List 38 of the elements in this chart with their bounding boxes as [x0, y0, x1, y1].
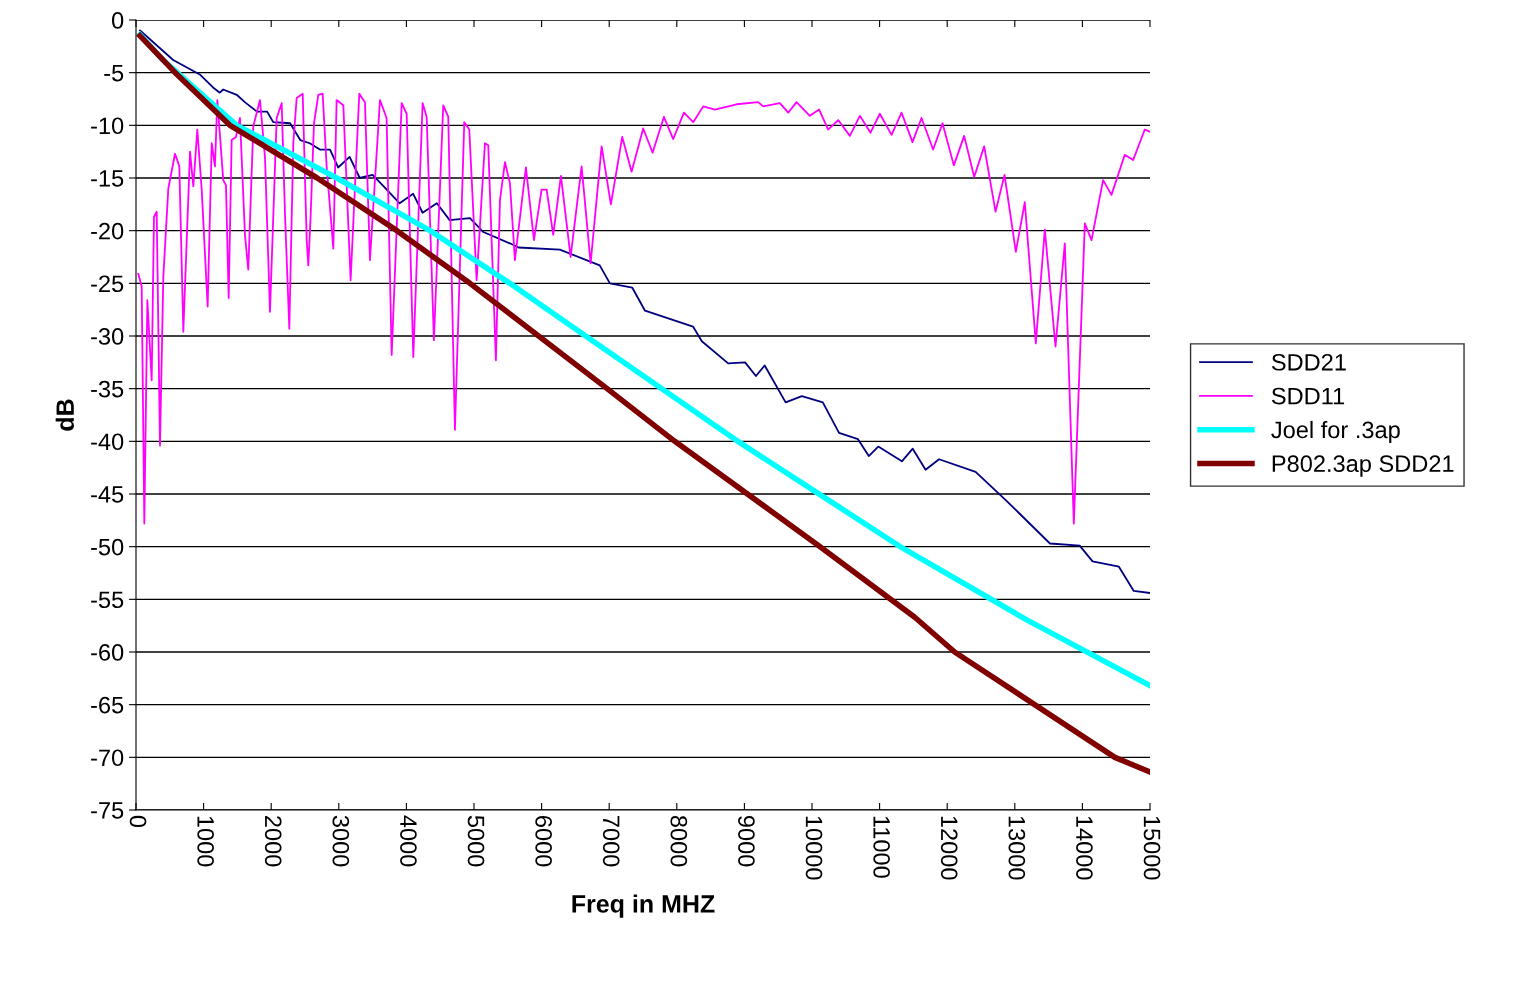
x-axis-title: Freq in MHZ	[572, 894, 715, 918]
x-tick-label: 9000	[738, 815, 755, 867]
x-tick-label: 13000	[1008, 816, 1026, 880]
y-axis-title: dB	[55, 399, 75, 431]
x-tick-label: 6000	[535, 816, 552, 867]
y-tick-label: -25	[91, 275, 124, 293]
y-tick-label: -45	[91, 486, 124, 503]
x-tick-label: 2000	[264, 816, 282, 867]
y-tick-label: -70	[91, 749, 124, 767]
y-tick-label: -65	[91, 696, 124, 714]
legend-label: Joel for .3ap	[1271, 420, 1400, 443]
legend-label: P802.3ap SDD21	[1272, 455, 1454, 477]
legend-label: SDD11	[1271, 387, 1345, 405]
y-tick-label: 0	[111, 12, 124, 29]
y-tick-label: -50	[91, 538, 124, 556]
x-tick-label: 15000	[1143, 816, 1161, 880]
x-tick-label: 10000	[805, 816, 823, 880]
x-tick-label: 5000	[467, 815, 485, 867]
y-tick-label: -60	[91, 644, 124, 661]
x-tick-label: 14000	[1076, 816, 1093, 880]
y-tick-label: -5	[104, 64, 124, 82]
legend-label: SDD21	[1271, 353, 1346, 371]
x-tick-label: 11000	[873, 816, 890, 878]
x-tick-label: 3000	[332, 815, 350, 867]
y-tick-label: -75	[91, 802, 124, 819]
x-tick-label: 0	[129, 815, 147, 828]
y-tick-label: -20	[91, 222, 124, 240]
x-tick-label: 12000	[940, 816, 958, 880]
y-tick-label: -10	[91, 117, 124, 135]
y-tick-label: -35	[91, 380, 124, 398]
y-tick-label: -55	[91, 591, 124, 609]
x-tick-label: 4000	[400, 815, 417, 867]
x-tick-label: 1000	[197, 816, 214, 867]
y-tick-label: -40	[91, 433, 124, 451]
x-tick-label: 8000	[670, 815, 688, 867]
y-tick-label: -15	[91, 170, 124, 187]
x-tick-label: 7000	[602, 816, 620, 867]
y-tick-label: -30	[91, 328, 124, 345]
